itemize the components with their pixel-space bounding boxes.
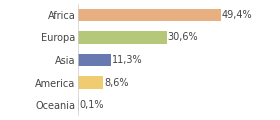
Text: 11,3%: 11,3% xyxy=(112,55,143,65)
Bar xyxy=(78,9,221,21)
Bar xyxy=(78,54,111,66)
Bar xyxy=(78,99,79,111)
Text: 0,1%: 0,1% xyxy=(80,100,104,110)
Bar xyxy=(78,76,103,89)
Text: 30,6%: 30,6% xyxy=(168,33,198,42)
Text: 8,6%: 8,6% xyxy=(104,78,129,87)
Text: 49,4%: 49,4% xyxy=(222,10,253,20)
Bar xyxy=(78,31,167,44)
